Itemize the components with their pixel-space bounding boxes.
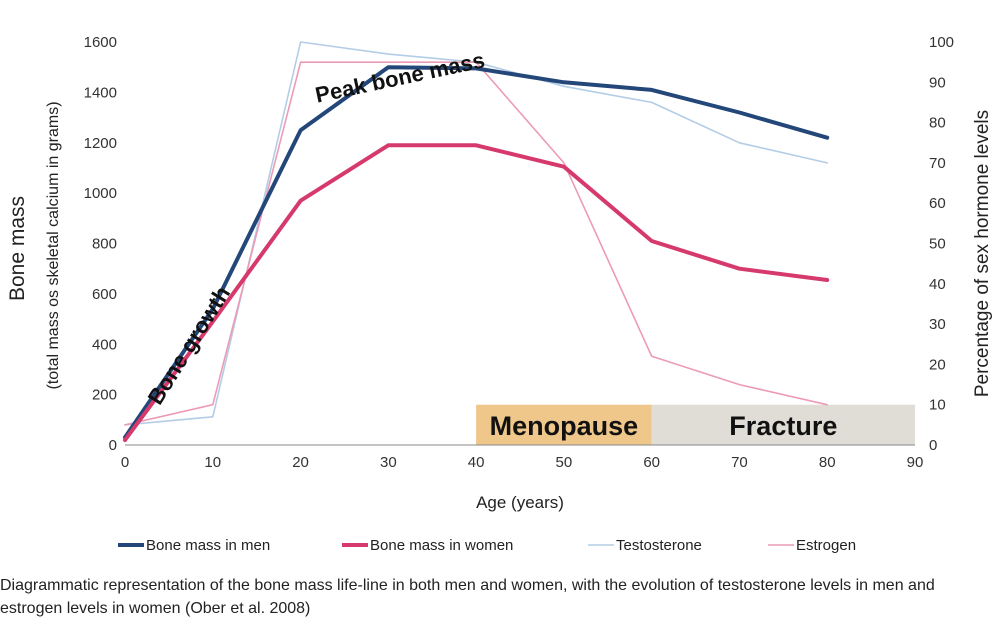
figure-caption: Diagrammatic representation of the bone … bbox=[0, 577, 935, 617]
y-axis-title: Bone mass bbox=[6, 196, 29, 301]
x-tick-label: 80 bbox=[819, 454, 836, 471]
y2-tick-label: 40 bbox=[929, 276, 946, 293]
y-tick-label: 1200 bbox=[84, 135, 117, 152]
y-axis-subtitle: (total mass os skeletal calcium in grams… bbox=[45, 101, 62, 389]
y2-tick-label: 50 bbox=[929, 236, 946, 253]
bone-mass-in-women-line bbox=[123, 143, 830, 442]
y2-tick-label: 20 bbox=[929, 356, 946, 373]
bone-growth-annotation: Bone growth bbox=[143, 282, 235, 409]
legend: Bone mass in men Bone mass in women Testos… bbox=[118, 537, 856, 554]
y2-tick-label: 30 bbox=[929, 316, 946, 333]
y-tick-label: 800 bbox=[92, 236, 117, 253]
legend-label-bone-mass-in-men: Bone mass in men bbox=[146, 537, 270, 554]
y-tick-label: 1000 bbox=[84, 185, 117, 202]
x-axis-title: Age (years) bbox=[476, 493, 564, 512]
estrogen-line bbox=[124, 61, 829, 426]
x-tick-label: 50 bbox=[556, 454, 573, 471]
legend-label-estrogen: Estrogen bbox=[796, 537, 856, 554]
x-tick-label: 10 bbox=[204, 454, 221, 471]
x-tick-label: 30 bbox=[380, 454, 397, 471]
y-tick-label: 600 bbox=[92, 286, 117, 303]
chart-area: Menopause Fracture 0 10 20 30 40 50 60 70 80 90 0 20… bbox=[6, 34, 993, 554]
menopause-band-label: Menopause bbox=[490, 411, 639, 441]
x-tick-label: 90 bbox=[907, 454, 924, 471]
bone-mass-chart: Menopause Fracture 0 10 20 30 40 50 60 70 80 90 0 20… bbox=[6, 34, 993, 554]
fracture-band bbox=[651, 404, 915, 445]
fracture-band-label: Fracture bbox=[729, 411, 837, 441]
x-tick-label: 60 bbox=[643, 454, 660, 471]
x-tick-label: 20 bbox=[292, 454, 309, 471]
peak-bone-mass-annotation: Peak bone mass bbox=[313, 47, 487, 107]
x-tick-label: 70 bbox=[731, 454, 748, 471]
y-tick-label: 200 bbox=[92, 387, 117, 404]
y2-tick-label: 100 bbox=[929, 34, 954, 51]
legend-label-testosterone: Testosterone bbox=[616, 537, 702, 554]
y2-tick-label: 70 bbox=[929, 155, 946, 172]
menopause-band bbox=[476, 404, 652, 445]
y2-tick-label: 0 bbox=[929, 437, 937, 454]
y2-tick-label: 10 bbox=[929, 397, 946, 414]
y-tick-label: 1400 bbox=[84, 84, 117, 101]
testosterone-line bbox=[124, 41, 829, 426]
bone-mass-in-men-line bbox=[123, 65, 830, 440]
x-tick-label: 40 bbox=[468, 454, 485, 471]
y2-tick-label: 60 bbox=[929, 195, 946, 212]
y-tick-label: 1600 bbox=[84, 34, 117, 51]
y-tick-label: 400 bbox=[92, 336, 117, 353]
y2-tick-label: 90 bbox=[929, 74, 946, 91]
y2-axis-title: Percentage of sex hormone levels bbox=[972, 110, 993, 397]
legend-label-bone-mass-in-women: Bone mass in women bbox=[370, 537, 513, 554]
x-tick-label: 0 bbox=[121, 454, 129, 471]
y2-tick-label: 80 bbox=[929, 115, 946, 132]
y-tick-label: 0 bbox=[109, 437, 117, 454]
